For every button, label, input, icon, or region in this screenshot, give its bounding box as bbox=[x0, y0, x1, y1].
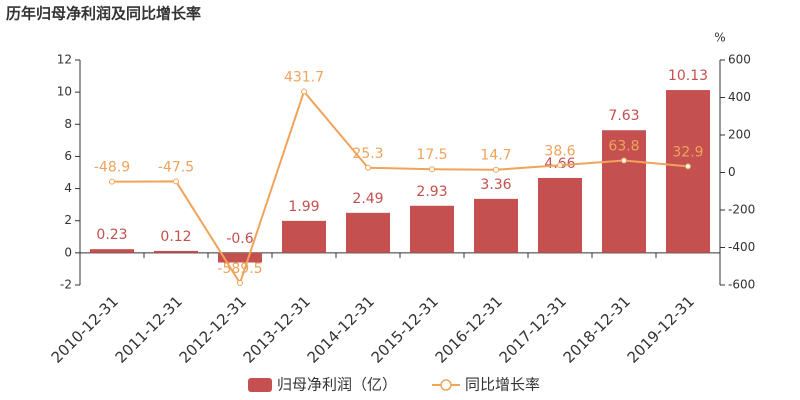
y2-axis-label: % bbox=[714, 31, 725, 45]
bar bbox=[346, 212, 390, 253]
legend-label: 同比增长率 bbox=[465, 376, 540, 394]
bar-value-label: 1.99 bbox=[288, 199, 319, 215]
bar-value-label: 2.93 bbox=[416, 184, 447, 200]
legend-marker bbox=[440, 379, 452, 391]
bar bbox=[538, 177, 582, 253]
y2-tick-label: 600 bbox=[728, 53, 751, 67]
x-tick-label: 2013-12-31 bbox=[240, 292, 314, 366]
legend-swatch bbox=[248, 378, 272, 392]
growth-line bbox=[111, 89, 689, 286]
line-value-label: -47.5 bbox=[158, 159, 194, 175]
bar bbox=[154, 250, 198, 253]
line-value-label: -589.5 bbox=[217, 261, 262, 277]
line-value-label: 431.7 bbox=[284, 70, 324, 86]
growth-point bbox=[301, 88, 307, 95]
y2-tick-label: -600 bbox=[728, 278, 755, 292]
legend-label: 归母净利润（亿） bbox=[277, 376, 397, 394]
line-value-label: -48.9 bbox=[94, 160, 130, 176]
bar-value-label: 2.49 bbox=[352, 191, 383, 207]
y-tick-label: 12 bbox=[57, 53, 72, 67]
bar bbox=[218, 252, 262, 263]
bar-value-label: 0.23 bbox=[96, 227, 127, 243]
bar bbox=[602, 130, 646, 253]
y2-tick-label: 400 bbox=[728, 90, 751, 104]
growth-point bbox=[685, 163, 691, 170]
growth-point bbox=[365, 164, 371, 171]
bar bbox=[90, 249, 134, 253]
bar bbox=[410, 205, 454, 253]
x-tick-label: 2016-12-31 bbox=[432, 292, 506, 366]
x-tick-label: 2019-12-31 bbox=[624, 292, 698, 366]
x-tick-label: 2010-12-31 bbox=[48, 292, 122, 366]
y-tick-label: 2 bbox=[64, 213, 72, 227]
bar-value-label: 7.63 bbox=[608, 108, 639, 124]
growth-point bbox=[109, 178, 115, 185]
x-tick-label: 2014-12-31 bbox=[304, 292, 378, 366]
line-value-label: 17.5 bbox=[416, 147, 447, 163]
growth-point bbox=[621, 157, 627, 164]
bar bbox=[474, 198, 518, 253]
x-tick-label: 2017-12-31 bbox=[496, 292, 570, 366]
x-tick-label: 2018-12-31 bbox=[560, 292, 634, 366]
x-tick-label: 2015-12-31 bbox=[368, 292, 442, 366]
bar-value-label: -0.6 bbox=[226, 231, 253, 247]
bar-value-label: 0.12 bbox=[160, 229, 191, 245]
line-value-label: 25.3 bbox=[352, 146, 383, 162]
line-value-label: 63.8 bbox=[608, 139, 639, 155]
growth-point bbox=[173, 178, 179, 185]
y-tick-label: 0 bbox=[64, 245, 72, 259]
growth-point bbox=[557, 162, 563, 169]
y2-tick-label: -200 bbox=[728, 203, 755, 217]
y-tick-label: 4 bbox=[64, 181, 72, 195]
x-tick-label: 2012-12-31 bbox=[176, 292, 250, 366]
growth-point bbox=[237, 280, 243, 287]
y-tick-label: 10 bbox=[57, 85, 72, 99]
bar-value-label: 3.36 bbox=[480, 177, 511, 193]
growth-point bbox=[493, 166, 499, 173]
line-value-label: 14.7 bbox=[480, 148, 511, 164]
y-tick-label: 8 bbox=[64, 117, 72, 131]
growth-point bbox=[429, 166, 435, 173]
bar bbox=[666, 90, 710, 253]
y-tick-label: -2 bbox=[60, 278, 72, 292]
y-tick-label: 6 bbox=[64, 149, 72, 163]
bar-value-label: 10.13 bbox=[668, 68, 708, 84]
chart-title: 历年归母净利润及同比增长率 bbox=[6, 5, 201, 23]
y2-tick-label: 200 bbox=[728, 128, 751, 142]
line-value-label: 32.9 bbox=[672, 144, 703, 160]
x-tick-label: 2011-12-31 bbox=[112, 292, 186, 366]
y2-tick-label: 0 bbox=[728, 165, 736, 179]
y2-tick-label: -400 bbox=[728, 240, 755, 254]
line-value-label: 38.6 bbox=[544, 143, 575, 159]
bar bbox=[282, 220, 326, 253]
